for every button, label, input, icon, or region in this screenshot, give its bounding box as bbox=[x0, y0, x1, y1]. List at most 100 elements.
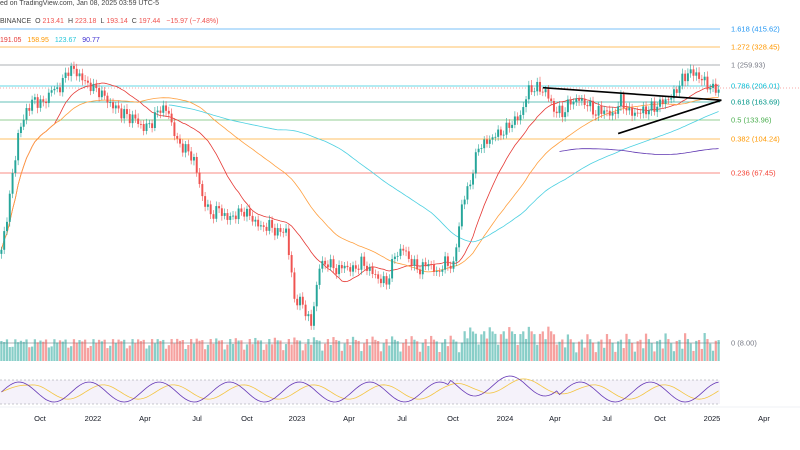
candle-body bbox=[525, 99, 528, 108]
volume-bar bbox=[240, 340, 243, 361]
volume-bar bbox=[661, 348, 664, 361]
candle-body bbox=[670, 98, 673, 100]
fib-label: 1 (259.93) bbox=[731, 61, 766, 70]
candle-body bbox=[312, 306, 315, 326]
candle-body bbox=[530, 85, 533, 93]
volume-bar bbox=[279, 340, 282, 361]
volume-bar bbox=[273, 337, 276, 361]
rsi-ma-line bbox=[1, 378, 719, 400]
volume-bar bbox=[424, 339, 427, 361]
candle-body bbox=[3, 231, 6, 250]
rsi-line bbox=[1, 375, 719, 403]
volume-bar bbox=[167, 345, 170, 361]
volume-bar bbox=[667, 339, 670, 361]
volume-bar bbox=[642, 348, 645, 361]
volume-bar bbox=[162, 339, 165, 361]
volume-bar bbox=[276, 340, 279, 361]
volume-bar bbox=[268, 339, 271, 361]
candle-body bbox=[586, 105, 589, 107]
volume-bar bbox=[469, 327, 472, 361]
volume-bar bbox=[206, 344, 210, 361]
candle-body bbox=[134, 114, 137, 119]
candle-body bbox=[254, 219, 257, 222]
volume-bar bbox=[536, 344, 539, 361]
volume-bar bbox=[452, 339, 455, 361]
candle-body bbox=[248, 208, 251, 216]
candle-body bbox=[100, 90, 103, 98]
chart-header-line1: ed on TradingView.com, Jan 08, 2025 03:5… bbox=[0, 0, 160, 7]
candle-body bbox=[8, 193, 11, 222]
candle-body bbox=[25, 108, 28, 120]
candle-body bbox=[112, 102, 114, 109]
volume-bar bbox=[337, 340, 341, 361]
candle-body bbox=[594, 114, 597, 116]
candle-body bbox=[204, 196, 207, 207]
volume-bar bbox=[697, 339, 701, 361]
volume-bar bbox=[150, 339, 154, 361]
volume-bar bbox=[298, 340, 302, 361]
candle-body bbox=[474, 152, 477, 174]
volume-bar bbox=[47, 347, 50, 361]
candle-body bbox=[681, 73, 684, 86]
fib-label: 0.236 (67.45) bbox=[731, 169, 776, 178]
volume-bar bbox=[145, 348, 148, 361]
volume-bar bbox=[435, 341, 438, 361]
volume-bar bbox=[591, 342, 595, 361]
volume-bar bbox=[377, 341, 380, 361]
volume-bar bbox=[488, 327, 491, 361]
candle-body bbox=[513, 116, 516, 125]
volume-bar bbox=[675, 340, 678, 361]
volume-bar bbox=[586, 334, 589, 361]
ohlc-item: C 197.44 bbox=[132, 18, 162, 25]
volume-bar bbox=[544, 339, 547, 361]
candle-body bbox=[22, 119, 25, 127]
candle-body bbox=[184, 144, 187, 153]
volume-bar bbox=[684, 333, 687, 361]
volume-bar bbox=[681, 348, 684, 361]
volume-bar bbox=[78, 340, 81, 361]
moving-average-line bbox=[168, 104, 719, 243]
candle-body bbox=[516, 116, 519, 121]
volume-bar bbox=[357, 340, 360, 361]
volume-bar bbox=[89, 345, 92, 361]
volume-bar bbox=[8, 347, 11, 361]
candle-body bbox=[346, 265, 349, 268]
candle-body bbox=[647, 110, 650, 115]
volume-bar bbox=[457, 352, 461, 361]
volume-bar bbox=[644, 333, 648, 361]
volume-bar bbox=[164, 348, 168, 361]
x-tick-label: Jul bbox=[397, 414, 407, 423]
candle-body bbox=[541, 91, 544, 93]
volume-bar bbox=[120, 341, 123, 361]
candle-body bbox=[310, 314, 313, 326]
candle-body bbox=[678, 85, 681, 93]
volume-bar bbox=[589, 339, 592, 361]
candle-body bbox=[684, 73, 687, 82]
volume-bar bbox=[64, 339, 67, 361]
candle-body bbox=[374, 274, 377, 275]
volume-bar bbox=[159, 340, 162, 361]
moving-average-readout: 191.05 158.95 123.67 90.77 bbox=[0, 37, 106, 44]
candle-body bbox=[67, 72, 70, 76]
candle-body bbox=[572, 101, 575, 105]
candle-body bbox=[544, 89, 547, 93]
candle-body bbox=[617, 106, 620, 114]
candle-body bbox=[421, 262, 424, 275]
fib-label: 0.618 (163.69) bbox=[731, 98, 780, 107]
volume-bar bbox=[61, 341, 64, 361]
volume-bar bbox=[81, 341, 84, 361]
volume-bar bbox=[307, 339, 310, 361]
volume-bar bbox=[201, 340, 204, 361]
volume-bar bbox=[513, 333, 516, 361]
volume-bar bbox=[114, 342, 117, 361]
candle-body bbox=[318, 268, 321, 285]
candle-body bbox=[363, 256, 366, 266]
volume-bar bbox=[343, 343, 346, 361]
candle-body bbox=[103, 90, 106, 96]
candle-body bbox=[575, 98, 578, 102]
volume-bar bbox=[363, 343, 366, 361]
candle-body bbox=[192, 156, 195, 161]
candle-body bbox=[360, 256, 363, 270]
candle-body bbox=[299, 296, 301, 306]
